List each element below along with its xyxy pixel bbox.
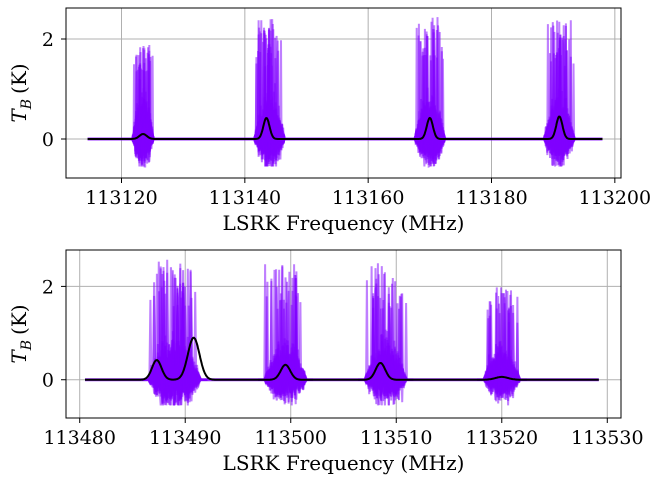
x-tick-label: 113520 [466,427,539,449]
x-tick-label: 113500 [254,427,327,449]
x-tick-label: 113140 [209,187,282,209]
y-axis-unit: (K) [7,63,31,94]
bottom-chart-panel: 113480 113490 113500 113510 113520 113530 0 2 LS… [7,249,644,475]
y-tick-label: 0 [42,129,54,151]
y-tick-label: 2 [42,29,54,51]
x-tick-label: 113480 [43,427,116,449]
spectra-group [87,17,603,168]
y-axis-label: TB (K) [7,63,35,122]
x-tick-label: 113120 [85,187,158,209]
noise-spectrum-line [142,277,208,406]
x-tick-label: 113160 [332,187,405,209]
x-tick-label: 113510 [360,427,433,449]
y-axis-unit: (K) [7,304,31,335]
y-axis-subscript: B [19,340,35,351]
x-tick-label: 113490 [149,427,222,449]
axes-frame [65,7,622,179]
x-tick-label: 113200 [579,187,651,209]
y-tick-label: 2 [42,276,54,298]
x-tick-label: 113530 [571,427,644,449]
y-axis-subscript: B [19,99,35,110]
x-axis-label: LSRK Frequency (MHz) [223,451,465,475]
axes-frame [65,249,622,419]
y-axis-label: TB (K) [7,304,35,363]
y-axis-symbol: T [7,108,31,123]
top-chart-panel: 113120 113140 113160 113180 113200 0 2 LSRK Fre… [7,7,651,235]
model-line [85,336,599,381]
x-axis-label: LSRK Frequency (MHz) [223,211,465,235]
noise-spectrum-line [410,31,449,166]
y-tick-label: 0 [42,370,54,392]
model-line [87,115,603,140]
x-tick-label: 113180 [455,187,528,209]
noise-spectrum-line [128,52,158,165]
spectra-group [84,259,599,406]
y-axis-symbol: T [7,349,31,364]
noise-spectrum-line [358,335,414,399]
